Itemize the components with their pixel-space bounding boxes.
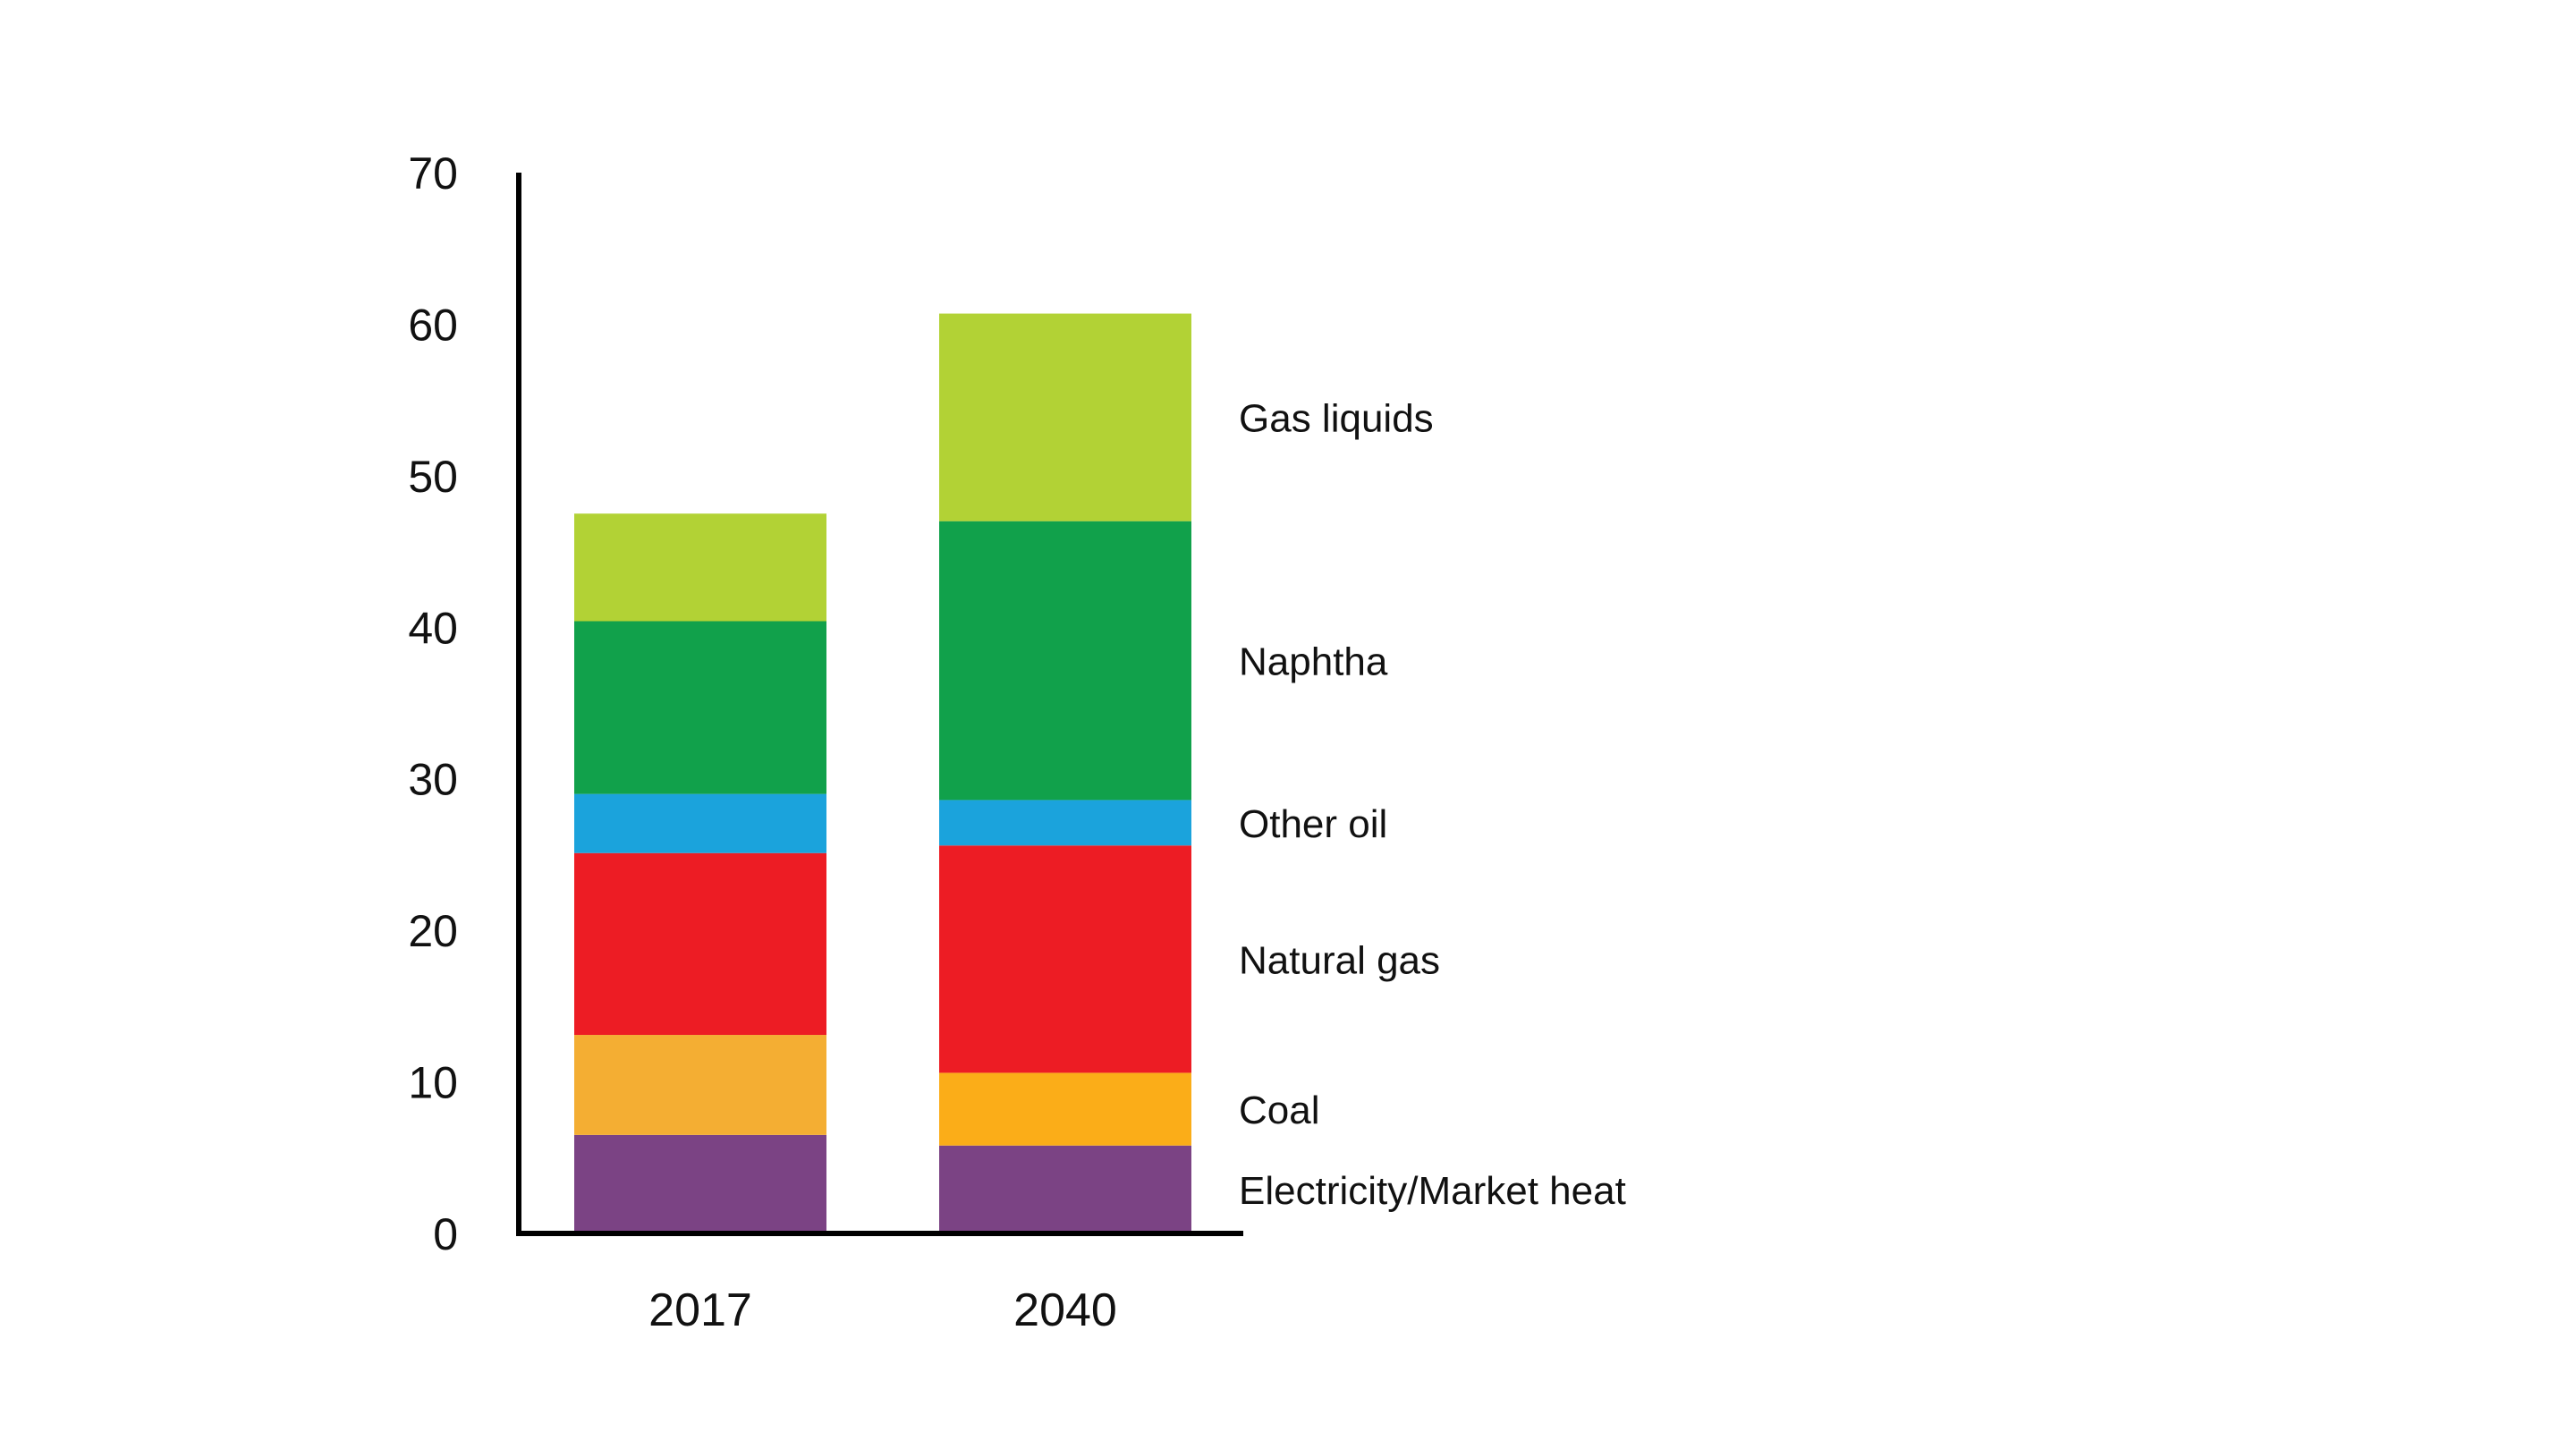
y-tick-label-0: 0 [433,1209,458,1259]
series-label-natural-gas: Natural gas [1239,938,1440,982]
bar-2040-electricity-market-heat [939,1145,1191,1233]
y-tick-labels: 0 10 20 30 40 50 60 70 [408,148,458,1259]
y-tick-label-40: 40 [408,603,458,653]
y-tick-label-70: 70 [408,148,458,199]
series-label-other-oil: Other oil [1239,802,1387,846]
series-label-coal: Coal [1239,1089,1320,1132]
bar-2017-natural-gas [574,852,826,1036]
bar-2017-electricity-market-heat [574,1134,826,1233]
bar-2040-gas-liquids [939,313,1191,521]
series-label-electricity-market-heat: Electricity/Market heat [1239,1169,1626,1213]
y-tick-label-30: 30 [408,755,458,805]
bars-layer [574,313,1191,1233]
x-category-label-2017: 2017 [648,1284,752,1336]
bar-2040-natural-gas [939,845,1191,1073]
y-tick-label-60: 60 [408,300,458,350]
bar-2017-naphtha [574,621,826,794]
axes-layer [516,173,1243,1236]
series-label-naphtha: Naphtha [1239,640,1388,684]
x-category-labels: 2017 2040 [648,1284,1117,1336]
bar-2040-naphtha [939,521,1191,801]
y-tick-label-50: 50 [408,452,458,502]
bar-2017-gas-liquids [574,513,826,622]
y-tick-label-20: 20 [408,906,458,956]
y-tick-label-10: 10 [408,1058,458,1108]
x-category-label-2040: 2040 [1013,1284,1117,1336]
bar-2017-other-oil [574,793,826,853]
series-labels: Electricity/Market heat Coal Natural gas Ot… [1239,397,1626,1213]
series-label-gas-liquids: Gas liquids [1239,397,1434,441]
bar-2040-coal [939,1072,1191,1146]
bar-2040-other-oil [939,800,1191,846]
bar-2017-coal [574,1035,826,1135]
